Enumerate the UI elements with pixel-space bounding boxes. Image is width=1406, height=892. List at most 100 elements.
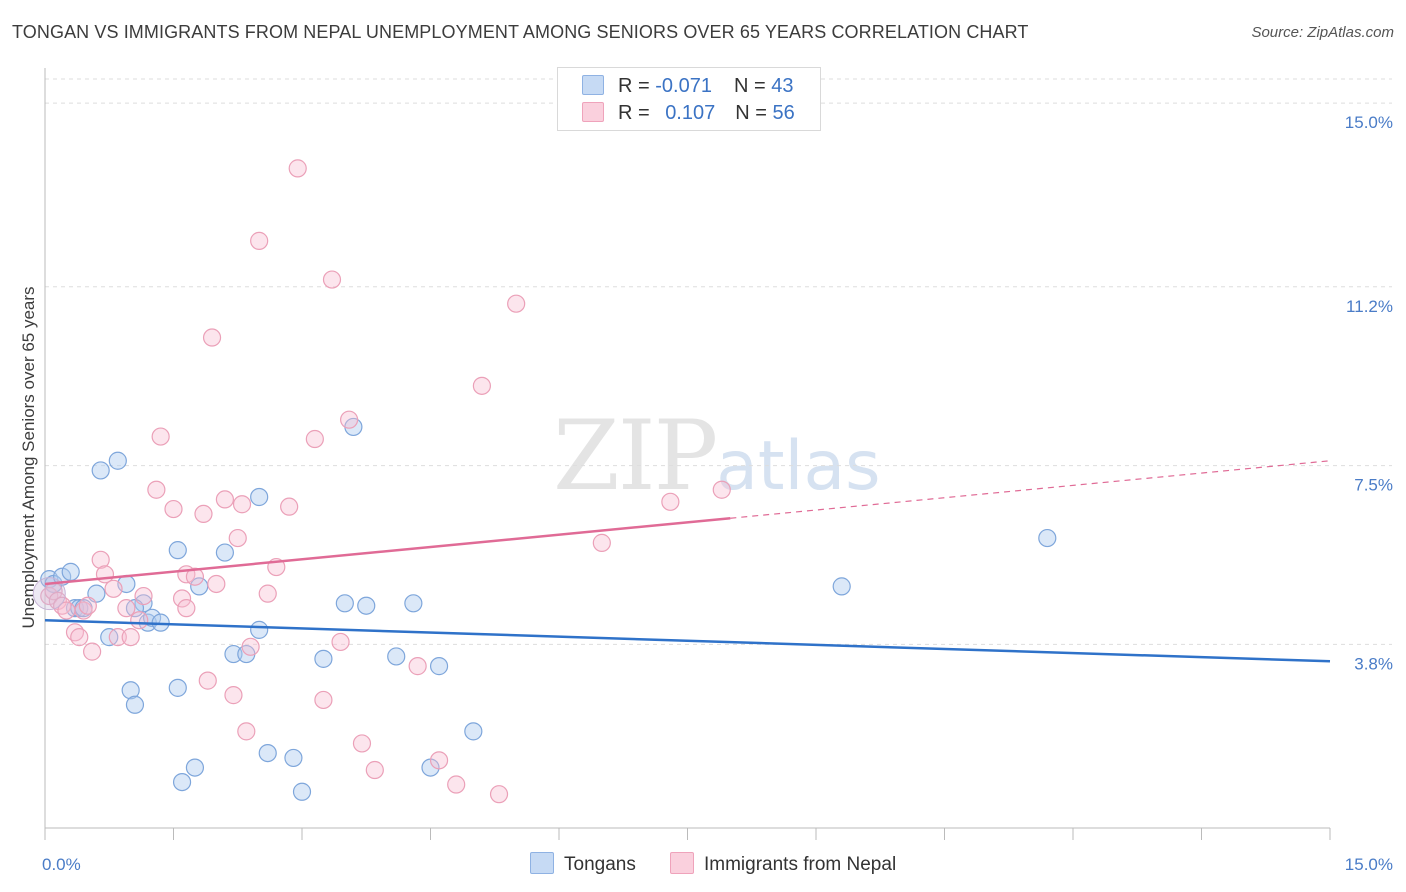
bottom-legend-label-tongans: Tongans <box>564 854 636 875</box>
y-axis-label: Unemployment Among Seniors over 65 years <box>19 286 38 628</box>
nepal-point <box>83 642 102 661</box>
tongans-point <box>91 461 110 480</box>
source-label: Source: ZipAtlas.com <box>1251 24 1394 41</box>
tongans-point <box>215 543 234 562</box>
chart-title: TONGAN VS IMMIGRANTS FROM NEPAL UNEMPLOY… <box>12 22 1029 42</box>
legend-swatch-nepal <box>582 102 604 122</box>
nepal-point <box>202 328 222 347</box>
nepal-point <box>314 690 333 710</box>
nepal-point <box>207 574 226 594</box>
y-tick-label: 7.5% <box>1354 476 1393 495</box>
nepal-point <box>258 584 277 603</box>
nepal-point <box>472 376 491 395</box>
nepal-point <box>250 231 269 250</box>
y-tick-label: 15.0% <box>1345 113 1393 132</box>
nepal-point <box>117 599 136 618</box>
tongans-point <box>258 743 277 763</box>
nepal-point <box>134 586 153 606</box>
nepal-point <box>91 550 110 569</box>
watermark: ZIPatlas <box>553 400 881 512</box>
x-tick-label-max: 15.0% <box>1345 855 1393 874</box>
tongans-point <box>335 594 354 613</box>
nepal-point <box>228 528 247 548</box>
tongans-point <box>108 451 127 470</box>
nepal-point <box>130 611 149 630</box>
tongans-point <box>284 748 303 768</box>
legend-r-value: 0.107 <box>665 102 716 124</box>
tongans-point <box>185 758 205 777</box>
trend-line-nepal-extension <box>730 460 1331 519</box>
y-tick-label: 11.2% <box>1346 297 1393 316</box>
nepal-point <box>78 596 97 615</box>
trend-line-nepal <box>44 517 731 586</box>
tongans-point <box>832 577 851 596</box>
nepal-point <box>489 785 509 804</box>
nepal-point <box>661 492 680 511</box>
nepal-point <box>712 480 731 499</box>
tongans-point <box>125 695 145 714</box>
nepal-point <box>331 632 350 652</box>
tongans-point <box>121 681 140 700</box>
legend-swatch-tongans <box>582 75 604 95</box>
nepal-point <box>237 722 256 741</box>
tongans-point <box>168 678 187 697</box>
tongans-point <box>292 782 312 801</box>
legend-n-value: 43 <box>771 75 794 97</box>
watermark-zip: ZIP <box>553 400 718 512</box>
tongans-point <box>250 620 269 639</box>
nepal-point <box>108 628 127 647</box>
tongans-point <box>404 594 423 613</box>
nepal-point <box>322 270 342 289</box>
tongans-point <box>314 649 333 668</box>
nepal-point <box>280 497 299 516</box>
nepal-point <box>104 579 123 598</box>
nepal-point <box>232 495 252 514</box>
tongans-point <box>387 647 406 666</box>
legend-r-label: R = <box>618 75 656 97</box>
nepal-point <box>365 760 384 780</box>
nepal-point <box>447 775 466 794</box>
cluster-point <box>32 577 66 611</box>
tongans-point <box>224 644 243 664</box>
y-tick-label: 3.8% <box>1354 654 1393 673</box>
tongans-point <box>134 594 153 613</box>
nepal-point <box>177 599 196 618</box>
trend-line-tongans <box>44 618 1331 663</box>
legend-r-label: R = <box>618 102 656 124</box>
nepal-point <box>70 628 89 647</box>
legend-n-label: N = <box>735 102 773 124</box>
nepal-point <box>215 490 234 509</box>
bottom-legend-swatch-tongans <box>530 852 554 874</box>
nepal-point <box>352 734 372 753</box>
nepal-point <box>507 294 526 313</box>
tongans-point <box>172 772 192 792</box>
legend-n-value: 56 <box>772 102 795 124</box>
x-tick-label-min: 0.0% <box>42 855 81 874</box>
legend-n-label: N = <box>733 75 772 97</box>
nepal-point <box>241 637 260 656</box>
nepal-point <box>198 671 217 690</box>
tongans-point <box>429 657 449 676</box>
nepal-point <box>408 657 427 676</box>
nepal-point <box>592 533 611 552</box>
nepal-point <box>172 589 192 608</box>
nepal-point <box>147 480 166 499</box>
nepal-point <box>121 628 140 647</box>
tongans-point <box>357 596 376 615</box>
tongans-point <box>1038 528 1057 548</box>
legend-r-value: -0.071 <box>655 75 712 97</box>
tongans-point <box>464 722 483 741</box>
tongans-point <box>250 487 269 507</box>
nepal-point <box>429 751 449 770</box>
nepal-point <box>164 499 183 519</box>
nepal-point <box>151 427 170 446</box>
nepal-point <box>288 159 307 178</box>
legend-row-tongans: R = -0.071 N = 43 <box>582 75 793 99</box>
nepal-point <box>194 504 213 524</box>
tongans-point <box>61 562 80 581</box>
tongans-point <box>168 541 187 560</box>
bottom-legend-swatch-nepal <box>670 852 694 874</box>
nepal-point <box>185 567 205 586</box>
bottom-legend-nepal: Immigrants from Nepal <box>670 852 896 876</box>
